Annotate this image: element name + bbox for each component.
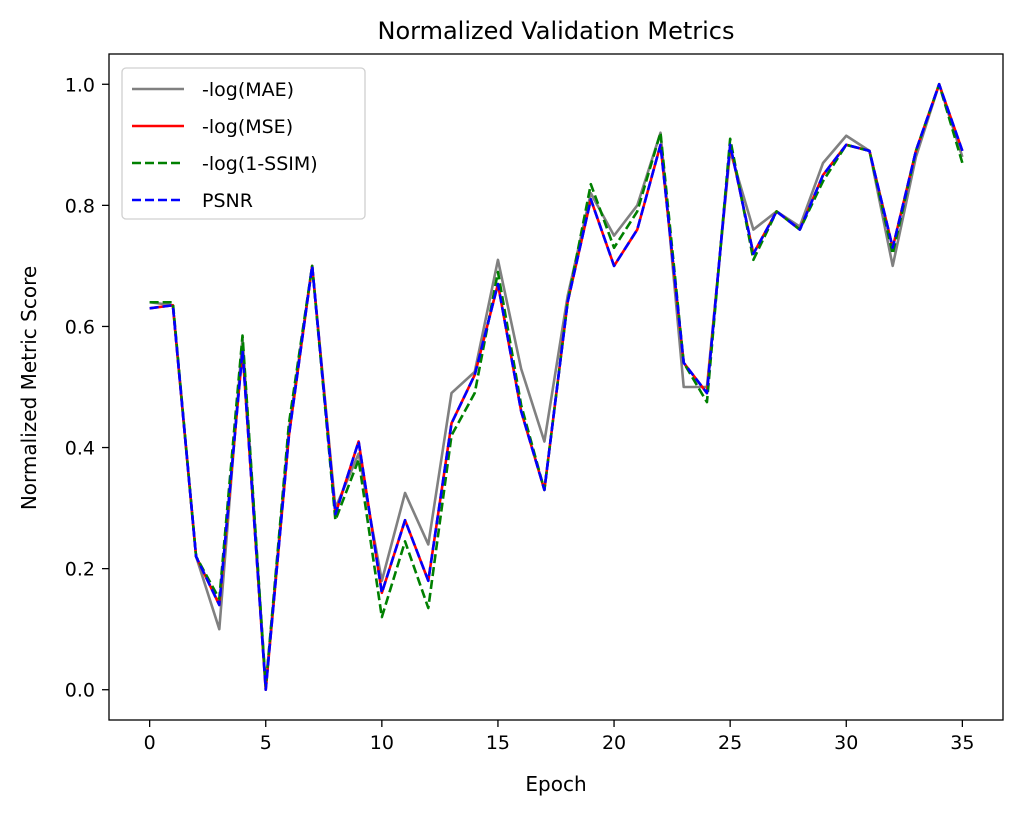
series-line-3	[149, 82, 964, 692]
axis-ticks: 0 5 10 15 20 25 30 35 0.0 0.2 0.4 0.6 0.8 1.0	[65, 74, 975, 754]
legend-box	[121, 67, 366, 220]
x-tick-label: 0	[144, 732, 156, 754]
y-tick-label: 0.4	[65, 438, 95, 460]
legend-label: -log(1-SSIM)	[202, 153, 318, 175]
legend: -log(MAE) -log(MSE) -log(1-SSIM) PSNR	[121, 67, 366, 220]
x-tick-label: 15	[486, 732, 510, 754]
y-tick-label: 0.8	[65, 195, 95, 217]
x-tick-label: 10	[370, 732, 394, 754]
x-tick-label: 5	[260, 732, 272, 754]
y-axis-label: Normalized Metric Score	[17, 266, 41, 510]
y-tick-label: 0.6	[65, 316, 95, 338]
x-tick-label: 35	[950, 732, 974, 754]
legend-label: PSNR	[202, 190, 253, 212]
series-lines	[149, 82, 964, 692]
x-tick-label: 20	[602, 732, 626, 754]
legend-label: -log(MAE)	[202, 79, 294, 101]
y-tick-label: 0.0	[65, 680, 95, 702]
plot-frame	[108, 53, 1004, 721]
x-tick-label: 25	[718, 732, 742, 754]
y-tick-label: 0.2	[65, 559, 95, 581]
chart-title: Normalized Validation Metrics	[378, 17, 735, 45]
y-tick-label: 1.0	[65, 74, 95, 96]
x-tick-label: 30	[834, 732, 858, 754]
x-axis-label: Epoch	[525, 772, 586, 796]
legend-label: -log(MSE)	[202, 116, 293, 138]
